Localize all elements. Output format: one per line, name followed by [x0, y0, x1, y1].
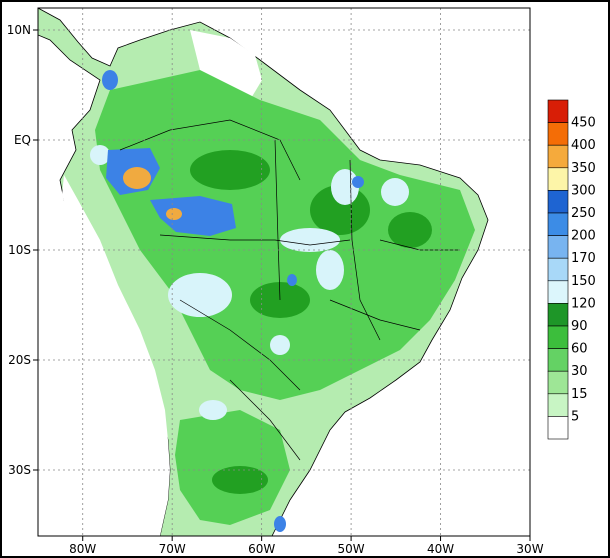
- rain-350-areas: [123, 167, 182, 220]
- colorbar-label: 450: [571, 116, 596, 131]
- lon-tick-label: 50W: [338, 542, 365, 556]
- colorbar-swatch: [547, 144, 569, 169]
- colorbar-swatch: [547, 257, 569, 282]
- colorbar-swatch: [547, 325, 569, 349]
- colorbar-swatch: [547, 370, 569, 395]
- colorbar-label: 15: [571, 387, 588, 402]
- colorbar-label: 150: [571, 274, 596, 289]
- colorbar-label: 300: [571, 183, 596, 198]
- colorbar-swatch: [547, 393, 569, 417]
- lat-tick-label: EQ: [14, 133, 31, 147]
- lon-tick-label: 80W: [69, 542, 96, 556]
- colorbar-label: 170: [571, 251, 596, 266]
- andes-dry-zone: [62, 175, 170, 536]
- colorbar-label: 200: [571, 229, 596, 244]
- colorbar-label: 60: [571, 342, 588, 357]
- colorbar-label: 350: [571, 161, 596, 176]
- colorbar-swatch: [547, 235, 569, 259]
- colorbar-swatch: [547, 190, 569, 214]
- longitude-ticks: 80W 70W 60W 50W 40W 30W: [69, 536, 544, 556]
- colorbar-swatch: [547, 303, 569, 327]
- lon-tick-label: 30W: [516, 542, 543, 556]
- rain-120-areas: [90, 145, 409, 420]
- colorbar-swatch: [547, 212, 569, 236]
- colorbar-swatch: [547, 348, 569, 372]
- lat-tick-label: 10N: [7, 23, 31, 37]
- colorbar-label: 400: [571, 138, 596, 153]
- lat-tick-label: 10S: [8, 243, 31, 257]
- colorbar-swatch: [547, 99, 569, 123]
- lat-tick-label: 30S: [8, 463, 31, 477]
- colorbar-label: 120: [571, 296, 596, 311]
- colorbar-label: 30: [571, 364, 588, 379]
- latitude-ticks: 10N EQ 10S 20S 30S: [7, 23, 38, 477]
- map-plot-area: [38, 8, 530, 536]
- colorbar-swatch: [547, 280, 569, 304]
- colorbar-label: 90: [571, 319, 588, 334]
- colorbar-legend: 450 400 350 300 250 200 170 150 120 90 60 30 15 5: [547, 99, 596, 440]
- lat-tick-label: 20S: [8, 353, 31, 367]
- lon-tick-label: 60W: [248, 542, 275, 556]
- colorbar-swatch: [547, 416, 569, 440]
- lon-tick-label: 70W: [159, 542, 186, 556]
- colorbar-label: 250: [571, 206, 596, 221]
- lon-tick-label: 40W: [427, 542, 454, 556]
- colorbar-label: 5: [571, 409, 579, 424]
- plot-border: [37, 7, 531, 537]
- colorbar-swatch: [547, 122, 569, 146]
- graticule: [38, 8, 530, 536]
- colorbar-swatch: [547, 167, 569, 191]
